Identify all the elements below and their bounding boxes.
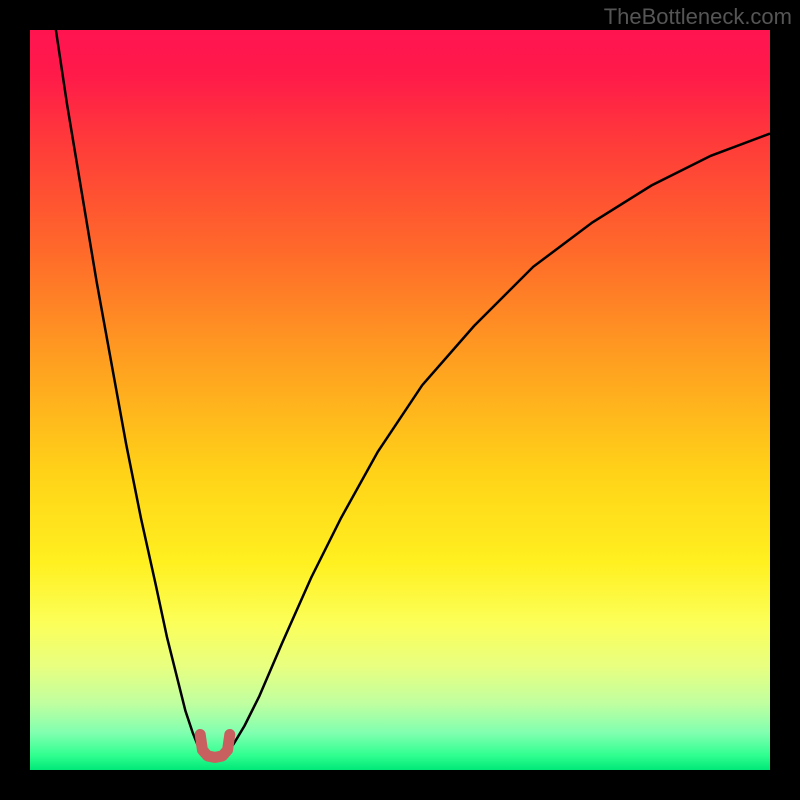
- bottleneck-chart: [0, 0, 800, 800]
- chart-container: TheBottleneck.com: [0, 0, 800, 800]
- watermark-text: TheBottleneck.com: [604, 4, 792, 30]
- gradient-background: [30, 30, 770, 770]
